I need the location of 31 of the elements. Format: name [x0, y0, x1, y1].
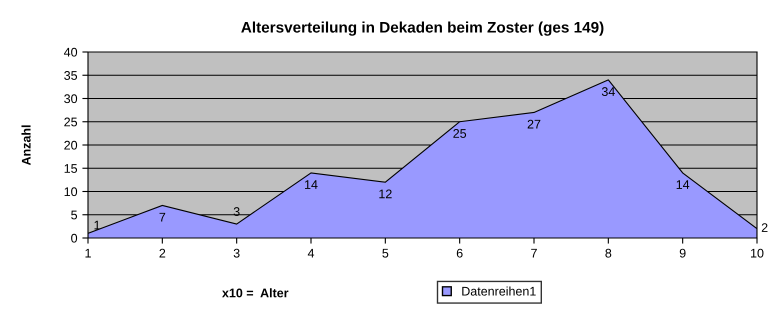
x-tick-label: 5 [382, 248, 388, 258]
y-tick-label: 20 [64, 140, 78, 150]
data-label: 7 [160, 212, 166, 222]
y-tick-label: 0 [71, 234, 78, 243]
x-tick-label: 4 [308, 248, 314, 258]
x-axis-title: x10 = Alter [222, 288, 288, 298]
legend-label: Datenreihen1 [462, 286, 536, 296]
data-label: 14 [676, 180, 690, 189]
x-tick-label: 9 [680, 248, 686, 258]
y-tick-label: 40 [64, 48, 78, 57]
y-tick-label: 10 [64, 187, 78, 196]
y-tick-label: 15 [64, 164, 78, 173]
data-label: 14 [305, 180, 318, 189]
data-label: 12 [379, 189, 392, 198]
x-tick-label: 10 [751, 248, 764, 258]
x-tick-label: 8 [605, 248, 612, 258]
x-tick-label: 6 [456, 248, 463, 258]
y-axis-title: Anzahl [21, 125, 31, 166]
data-label: 34 [602, 87, 615, 96]
x-tick-label: 1 [85, 248, 91, 258]
x-tick-label: 3 [234, 248, 240, 258]
x-tick-label: 2 [159, 248, 166, 258]
data-label: 27 [528, 120, 540, 128]
x-tick-label: 7 [531, 248, 537, 258]
data-label: 25 [453, 129, 466, 138]
data-label: 2 [762, 223, 768, 232]
y-tick-label: 35 [64, 71, 78, 80]
y-tick-label: 25 [64, 118, 78, 126]
chart-title: Altersverteilung in Dekaden beim Zoster (ges 149) [241, 21, 604, 36]
y-tick-label: 5 [71, 210, 78, 220]
y-tick-label: 30 [64, 94, 78, 104]
